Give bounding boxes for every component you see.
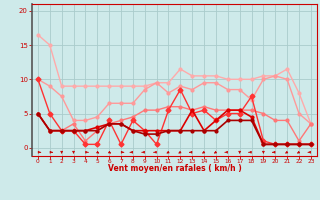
X-axis label: Vent moyen/en rafales ( km/h ): Vent moyen/en rafales ( km/h ) — [108, 164, 241, 173]
